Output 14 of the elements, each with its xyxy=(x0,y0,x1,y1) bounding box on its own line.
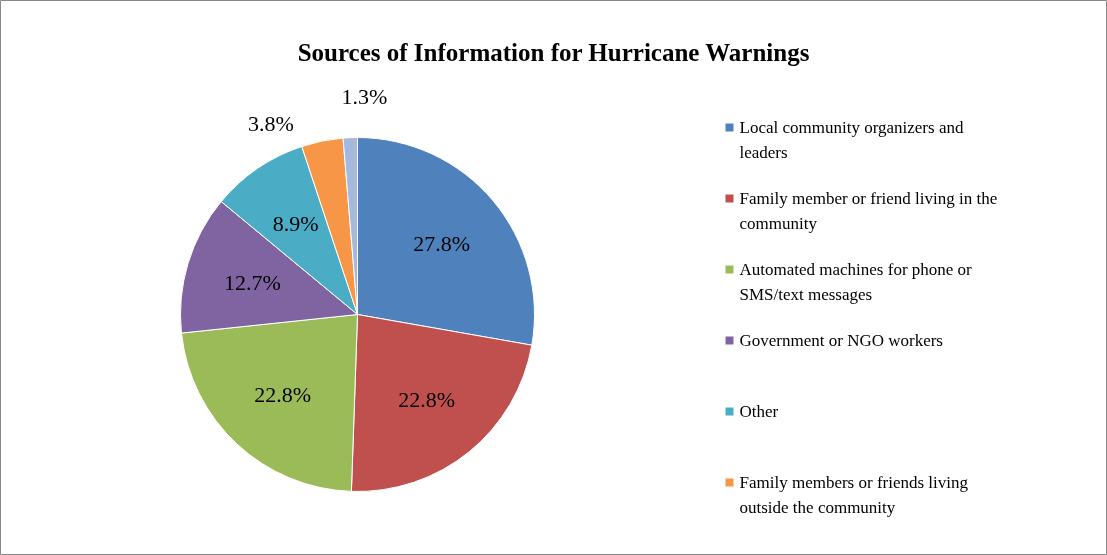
data-label: 3.8% xyxy=(248,110,294,136)
legend-label: Family member or friend living in the community xyxy=(739,188,998,234)
data-label: 22.8% xyxy=(398,387,456,413)
legend-label: Automated machines for phone or SMS/text messages xyxy=(739,259,973,305)
data-label: 8.9% xyxy=(272,211,319,237)
legend-label: Local community organizers and leaders xyxy=(739,117,964,163)
data-label: 1.3% xyxy=(341,83,388,109)
chart-title: Sources of Information for Hurricane Warnings xyxy=(297,39,810,66)
legend-label: Other xyxy=(739,401,779,421)
data-label: 27.8% xyxy=(413,231,470,257)
legend-label: Family members or friends living outside the community xyxy=(739,472,969,518)
data-label: 12.7% xyxy=(224,270,281,296)
data-label: 22.8% xyxy=(254,382,312,408)
legend-label: Government or NGO workers xyxy=(739,330,943,350)
